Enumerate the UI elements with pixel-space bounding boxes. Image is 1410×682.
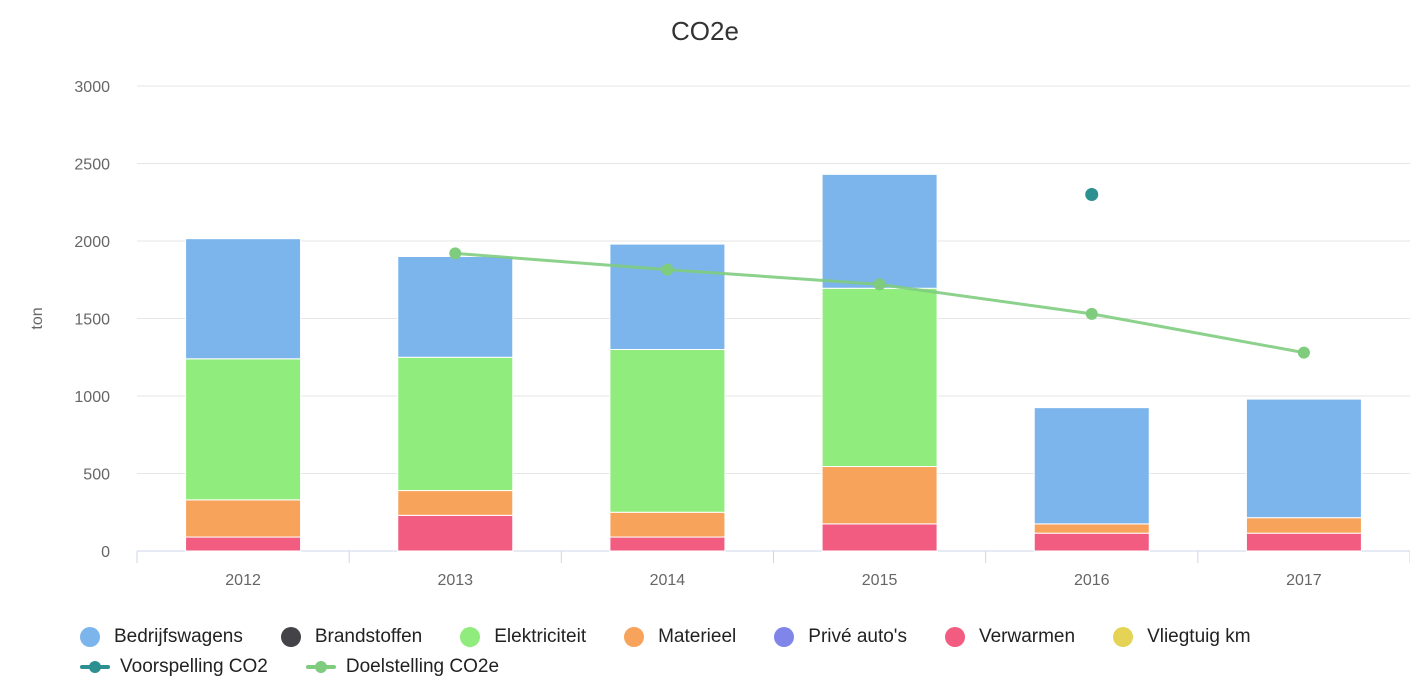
- legend-marker-icon: [80, 627, 100, 647]
- legend-item-materieel[interactable]: Materieel: [624, 626, 736, 648]
- bar-bedrijfswagens-2012[interactable]: [185, 238, 302, 360]
- bar-elektriciteit-2013[interactable]: [397, 356, 514, 492]
- bar-materieel-2014[interactable]: [609, 511, 726, 538]
- y-tick-label: 2000: [74, 234, 110, 251]
- legend-marker-icon: [944, 627, 965, 647]
- legend-label: Bedrijfswagens: [114, 626, 243, 647]
- bar-verwarmen-2014[interactable]: [609, 536, 726, 552]
- bar-elektriciteit-2015[interactable]: [821, 287, 938, 468]
- line-point-doelstelling-co2e[interactable]: [449, 247, 462, 260]
- legend-label: Vliegtuig km: [1147, 626, 1251, 647]
- line-point-doelstelling-co2e[interactable]: [873, 278, 886, 291]
- bar-verwarmen-2012[interactable]: [185, 536, 302, 552]
- y-tick-label: 2500: [74, 157, 110, 174]
- bar-materieel-2017[interactable]: [1245, 517, 1362, 534]
- bar-verwarmen-2017[interactable]: [1245, 532, 1362, 552]
- x-tick-label: 2017: [1286, 572, 1322, 589]
- legend-label: Brandstoffen: [314, 626, 423, 647]
- legend-row: Voorspelling CO2 Doelstelling CO2e: [80, 652, 1400, 682]
- y-tick-label: 3000: [74, 79, 110, 96]
- bar-bedrijfswagens-2016[interactable]: [1033, 407, 1150, 525]
- bar-materieel-2015[interactable]: [821, 466, 938, 525]
- x-tick-label: 2012: [225, 572, 261, 589]
- legend-label: Privé auto's: [808, 626, 907, 647]
- legend-label: Doelstelling CO2e: [345, 656, 500, 677]
- legend-item-verwarmen[interactable]: Verwarmen: [944, 626, 1076, 648]
- bar-elektriciteit-2012[interactable]: [185, 358, 302, 501]
- legend-marker-icon: [280, 627, 301, 647]
- legend-line-marker-icon: [305, 657, 336, 677]
- bar-verwarmen-2015[interactable]: [821, 523, 938, 552]
- legend-line-marker-icon: [80, 657, 110, 677]
- legend-row: Bedrijfswagens Brandstoffen Elektriciteit M…: [80, 622, 1400, 652]
- legend-item-bedrijfswagens[interactable]: Bedrijfswagens: [80, 626, 243, 648]
- bar-verwarmen-2016[interactable]: [1033, 532, 1150, 552]
- legend-marker-icon: [460, 627, 481, 647]
- point-voorspelling-co2[interactable]: [1085, 188, 1099, 201]
- legend-marker-icon: [774, 627, 795, 647]
- x-tick-label: 2013: [437, 572, 473, 589]
- legend-label: Voorspelling CO2: [120, 656, 268, 677]
- bar-bedrijfswagens-2014[interactable]: [609, 243, 726, 351]
- legend-label: Materieel: [658, 626, 737, 647]
- bar-elektriciteit-2014[interactable]: [609, 349, 726, 513]
- legend-item-elektriciteit[interactable]: Elektriciteit: [460, 626, 586, 648]
- x-tick-label: 2015: [862, 572, 898, 589]
- chart-legend: Bedrijfswagens Brandstoffen Elektriciteit M…: [80, 622, 1400, 682]
- legend-item-brandstoffen[interactable]: Brandstoffen: [280, 626, 423, 648]
- y-tick-label: 1500: [74, 312, 110, 329]
- bar-bedrijfswagens-2017[interactable]: [1245, 398, 1362, 519]
- bar-materieel-2013[interactable]: [397, 490, 514, 516]
- legend-marker-icon: [1113, 627, 1134, 647]
- legend-item-voorspelling-co2[interactable]: Voorspelling CO2: [80, 656, 268, 678]
- bar-bedrijfswagens-2013[interactable]: [397, 256, 514, 358]
- y-tick-label: 0: [101, 544, 110, 561]
- bar-materieel-2016[interactable]: [1033, 523, 1150, 534]
- bar-materieel-2012[interactable]: [185, 499, 302, 538]
- bar-bedrijfswagens-2015[interactable]: [821, 173, 938, 289]
- line-point-doelstelling-co2e[interactable]: [1297, 346, 1310, 359]
- line-point-doelstelling-co2e[interactable]: [661, 263, 674, 276]
- bar-verwarmen-2013[interactable]: [397, 514, 514, 552]
- legend-item-priv-auto-s[interactable]: Privé auto's: [774, 626, 907, 648]
- legend-marker-icon: [624, 627, 645, 647]
- x-tick-label: 2016: [1074, 572, 1110, 589]
- y-axis-title: ton: [29, 307, 46, 329]
- x-tick-label: 2014: [650, 572, 686, 589]
- y-tick-label: 500: [83, 467, 110, 484]
- legend-item-doelstelling-co2e[interactable]: Doelstelling CO2e: [305, 656, 500, 678]
- legend-item-vliegtuig-km[interactable]: Vliegtuig km: [1113, 626, 1251, 648]
- legend-label: Elektriciteit: [494, 626, 587, 647]
- chart-title: CO2e: [671, 16, 739, 46]
- y-tick-label: 1000: [74, 389, 110, 406]
- legend-label: Verwarmen: [978, 626, 1076, 647]
- line-point-doelstelling-co2e[interactable]: [1085, 307, 1098, 320]
